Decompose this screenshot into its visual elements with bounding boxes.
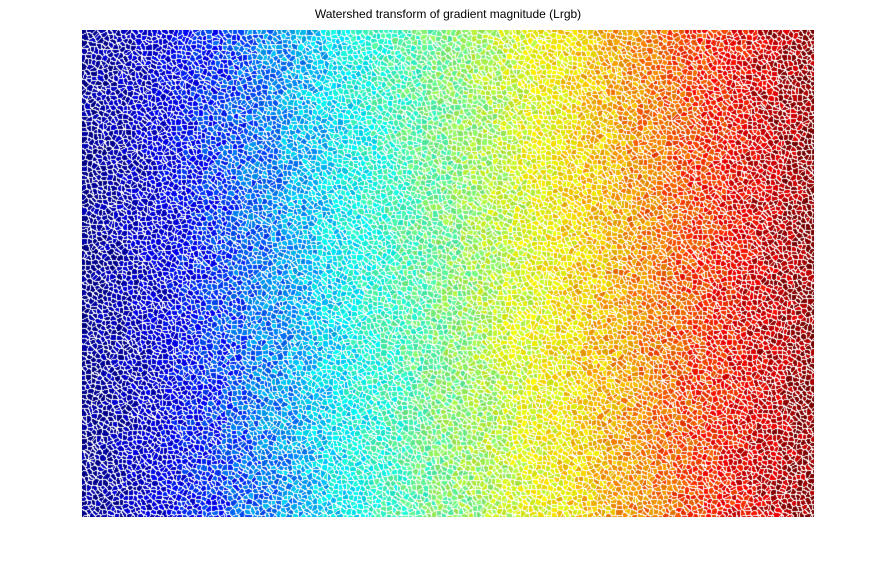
watershed-segmentation-image [82,30,814,517]
figure-title: Watershed transform of gradient magnitud… [314,7,582,21]
image-axes [82,30,814,517]
